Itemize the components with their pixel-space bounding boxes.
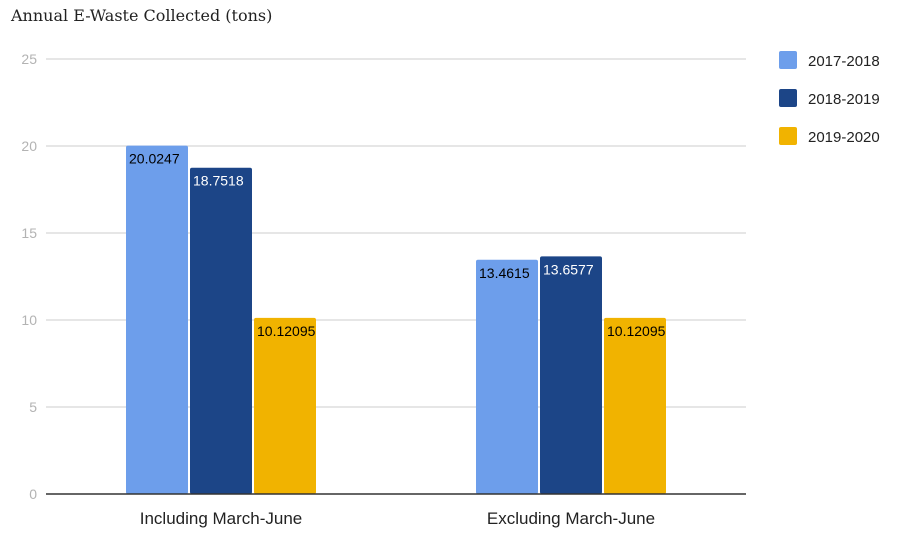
bar-2017-2018-2	[476, 259, 538, 494]
x-axis-categories: Including March-June Excluding March-June	[140, 509, 655, 528]
bar-2018-2019-2	[540, 256, 602, 494]
data-label: 10.12095	[257, 323, 316, 339]
bar-2018-2019-1	[190, 167, 252, 494]
x-category-label: Excluding March-June	[487, 509, 655, 528]
bar-2019-2020-2	[604, 317, 666, 494]
chart-title: Annual E-Waste Collected (tons)	[11, 6, 273, 25]
bar-2017-2018-1	[126, 145, 188, 494]
y-tick-label: 10	[21, 312, 37, 328]
data-label: 13.6577	[543, 261, 594, 277]
legend-swatch	[779, 127, 797, 145]
data-label: 10.12095	[607, 323, 666, 339]
bar-2019-2020-1	[254, 317, 316, 494]
x-category-label: Including March-June	[140, 509, 303, 528]
data-labels: 20.0247 18.7518 10.12095 13.4615 13.6577 10.1…	[129, 151, 666, 339]
y-tick-label: 20	[21, 138, 37, 154]
y-tick-label: 15	[21, 225, 37, 241]
legend-label: 2018-2019	[808, 91, 880, 108]
bars	[126, 145, 666, 494]
legend-swatch	[779, 89, 797, 107]
data-label: 18.7518	[193, 173, 244, 189]
data-label: 13.4615	[479, 265, 530, 281]
data-label: 20.0247	[129, 151, 180, 167]
y-tick-label: 25	[21, 51, 37, 67]
legend-swatch	[779, 51, 797, 69]
y-axis-ticks: 0 5 10 15 20 25	[21, 51, 37, 502]
y-tick-label: 0	[29, 486, 37, 502]
y-tick-label: 5	[29, 399, 37, 415]
legend: 2017-2018 2018-2019 2019-2020	[779, 51, 880, 146]
legend-label: 2019-2020	[808, 129, 880, 146]
legend-label: 2017-2018	[808, 53, 880, 70]
